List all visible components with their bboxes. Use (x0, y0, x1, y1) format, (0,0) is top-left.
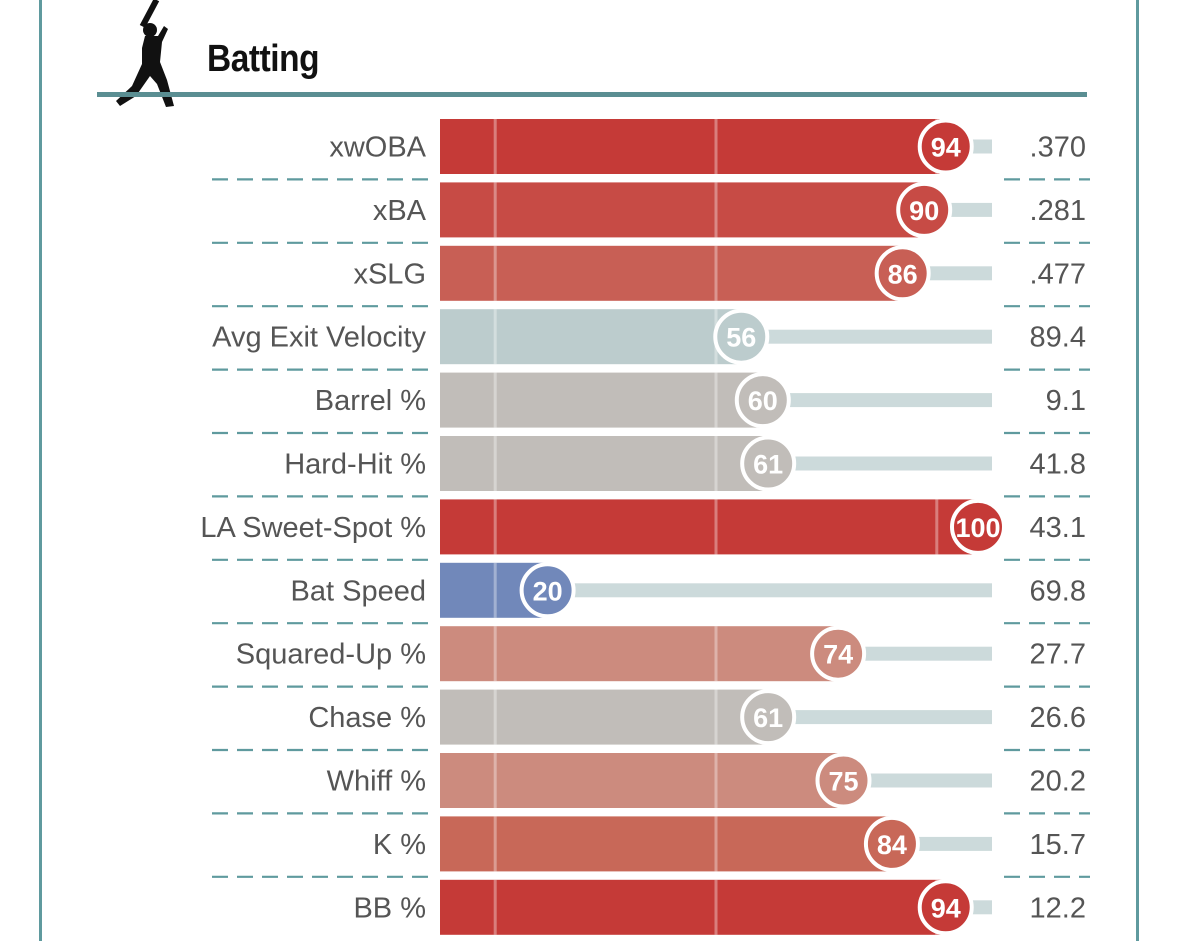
percentile-label: 20 (533, 576, 563, 606)
bar-xwoba (440, 119, 946, 174)
percentile-circle (917, 118, 974, 175)
stat-value: 9.1 (1046, 385, 1086, 417)
bar-k- (440, 816, 892, 872)
grid-line (714, 816, 718, 872)
category-label: xSLG (353, 258, 426, 290)
stat-value: 43.1 (1030, 512, 1086, 544)
percentile-circle (863, 815, 920, 872)
category-label: K % (373, 829, 426, 861)
percentile-label: 94 (931, 133, 961, 163)
percentile-circle (740, 689, 797, 746)
bar-hard-hit- (440, 436, 769, 491)
grid-line (714, 245, 718, 301)
percentile-circle (519, 562, 576, 619)
stat-value: 69.8 (1030, 575, 1086, 607)
percentile-label: 94 (931, 893, 961, 923)
section-title: Batting (207, 38, 320, 80)
percentile-label: 90 (909, 196, 939, 226)
grid-line (493, 372, 497, 428)
percentile-circle (810, 625, 867, 682)
grid-line (493, 879, 497, 935)
category-label: xwOBA (329, 132, 426, 164)
header-rule (97, 92, 1087, 97)
bar-avg-exit-velocity (440, 309, 742, 365)
stat-value: .281 (1030, 195, 1086, 227)
percentile-label: 86 (888, 259, 918, 289)
category-label: Hard-Hit % (284, 449, 426, 481)
frame-left-border (39, 0, 42, 941)
percentile-circle (740, 435, 797, 492)
stat-value: 20.2 (1030, 766, 1086, 798)
percentile-circle (950, 498, 1006, 555)
grid-line (493, 499, 497, 555)
grid-line (714, 879, 718, 935)
grid-line (493, 182, 497, 238)
category-label: Bat Speed (291, 575, 426, 607)
grid-line (714, 436, 718, 491)
percentile-circle (734, 372, 791, 429)
grid-line (493, 562, 497, 618)
bar-xba (440, 182, 925, 238)
grid-line (714, 753, 718, 808)
grid-line (493, 689, 497, 745)
bar-whiff- (440, 753, 844, 808)
grid-line (493, 245, 497, 301)
percentile-label: 56 (726, 323, 756, 353)
percentile-circle (713, 308, 770, 365)
stat-value: 12.2 (1030, 892, 1086, 924)
grid-line (714, 689, 718, 745)
grid-line (714, 119, 718, 174)
bar-chase- (440, 689, 769, 745)
percentile-circle (917, 879, 974, 936)
stat-value: 41.8 (1030, 449, 1086, 481)
stat-value: .477 (1030, 258, 1086, 290)
category-label: Avg Exit Velocity (212, 322, 426, 354)
grid-line (935, 499, 939, 555)
bar-bb- (440, 879, 946, 935)
stat-value: 89.4 (1030, 322, 1086, 354)
grid-line (714, 372, 718, 428)
percentile-label: 100 (955, 513, 1000, 543)
bar-la-sweet-spot- (440, 499, 978, 555)
stat-value: 15.7 (1030, 829, 1086, 861)
bar-barrel- (440, 372, 763, 428)
percentile-label: 61 (753, 450, 783, 480)
percentile-circle (896, 181, 953, 238)
bar-squared-up- (440, 626, 839, 682)
grid-line (493, 309, 497, 365)
grid-line (493, 119, 497, 174)
bar-track (440, 583, 992, 598)
grid-line (493, 816, 497, 872)
percentile-label: 75 (828, 767, 858, 797)
category-label: Whiff % (327, 766, 426, 798)
percentile-circle (815, 752, 872, 809)
category-label: Squared-Up % (236, 639, 426, 671)
category-label: LA Sweet-Spot % (200, 512, 426, 544)
grid-line (493, 626, 497, 682)
percentile-label: 84 (877, 830, 907, 860)
percentile-label: 61 (753, 703, 783, 733)
category-label: Chase % (308, 702, 426, 734)
grid-line (493, 436, 497, 491)
stat-value: 26.6 (1030, 702, 1086, 734)
grid-line (714, 499, 718, 555)
stat-value: 27.7 (1030, 639, 1086, 671)
percentile-label: 60 (748, 386, 778, 416)
grid-line (493, 753, 497, 808)
frame-right-border (1136, 0, 1139, 941)
category-label: BB % (353, 892, 426, 924)
category-label: xBA (373, 195, 427, 227)
batter-silhouette-icon (116, 0, 174, 107)
bar-xslg (440, 245, 903, 301)
percentile-label: 74 (823, 640, 853, 670)
stat-value: .370 (1030, 132, 1086, 164)
grid-line (714, 626, 718, 682)
percentile-circle (874, 245, 931, 302)
category-label: Barrel % (315, 385, 426, 417)
grid-line (714, 182, 718, 238)
